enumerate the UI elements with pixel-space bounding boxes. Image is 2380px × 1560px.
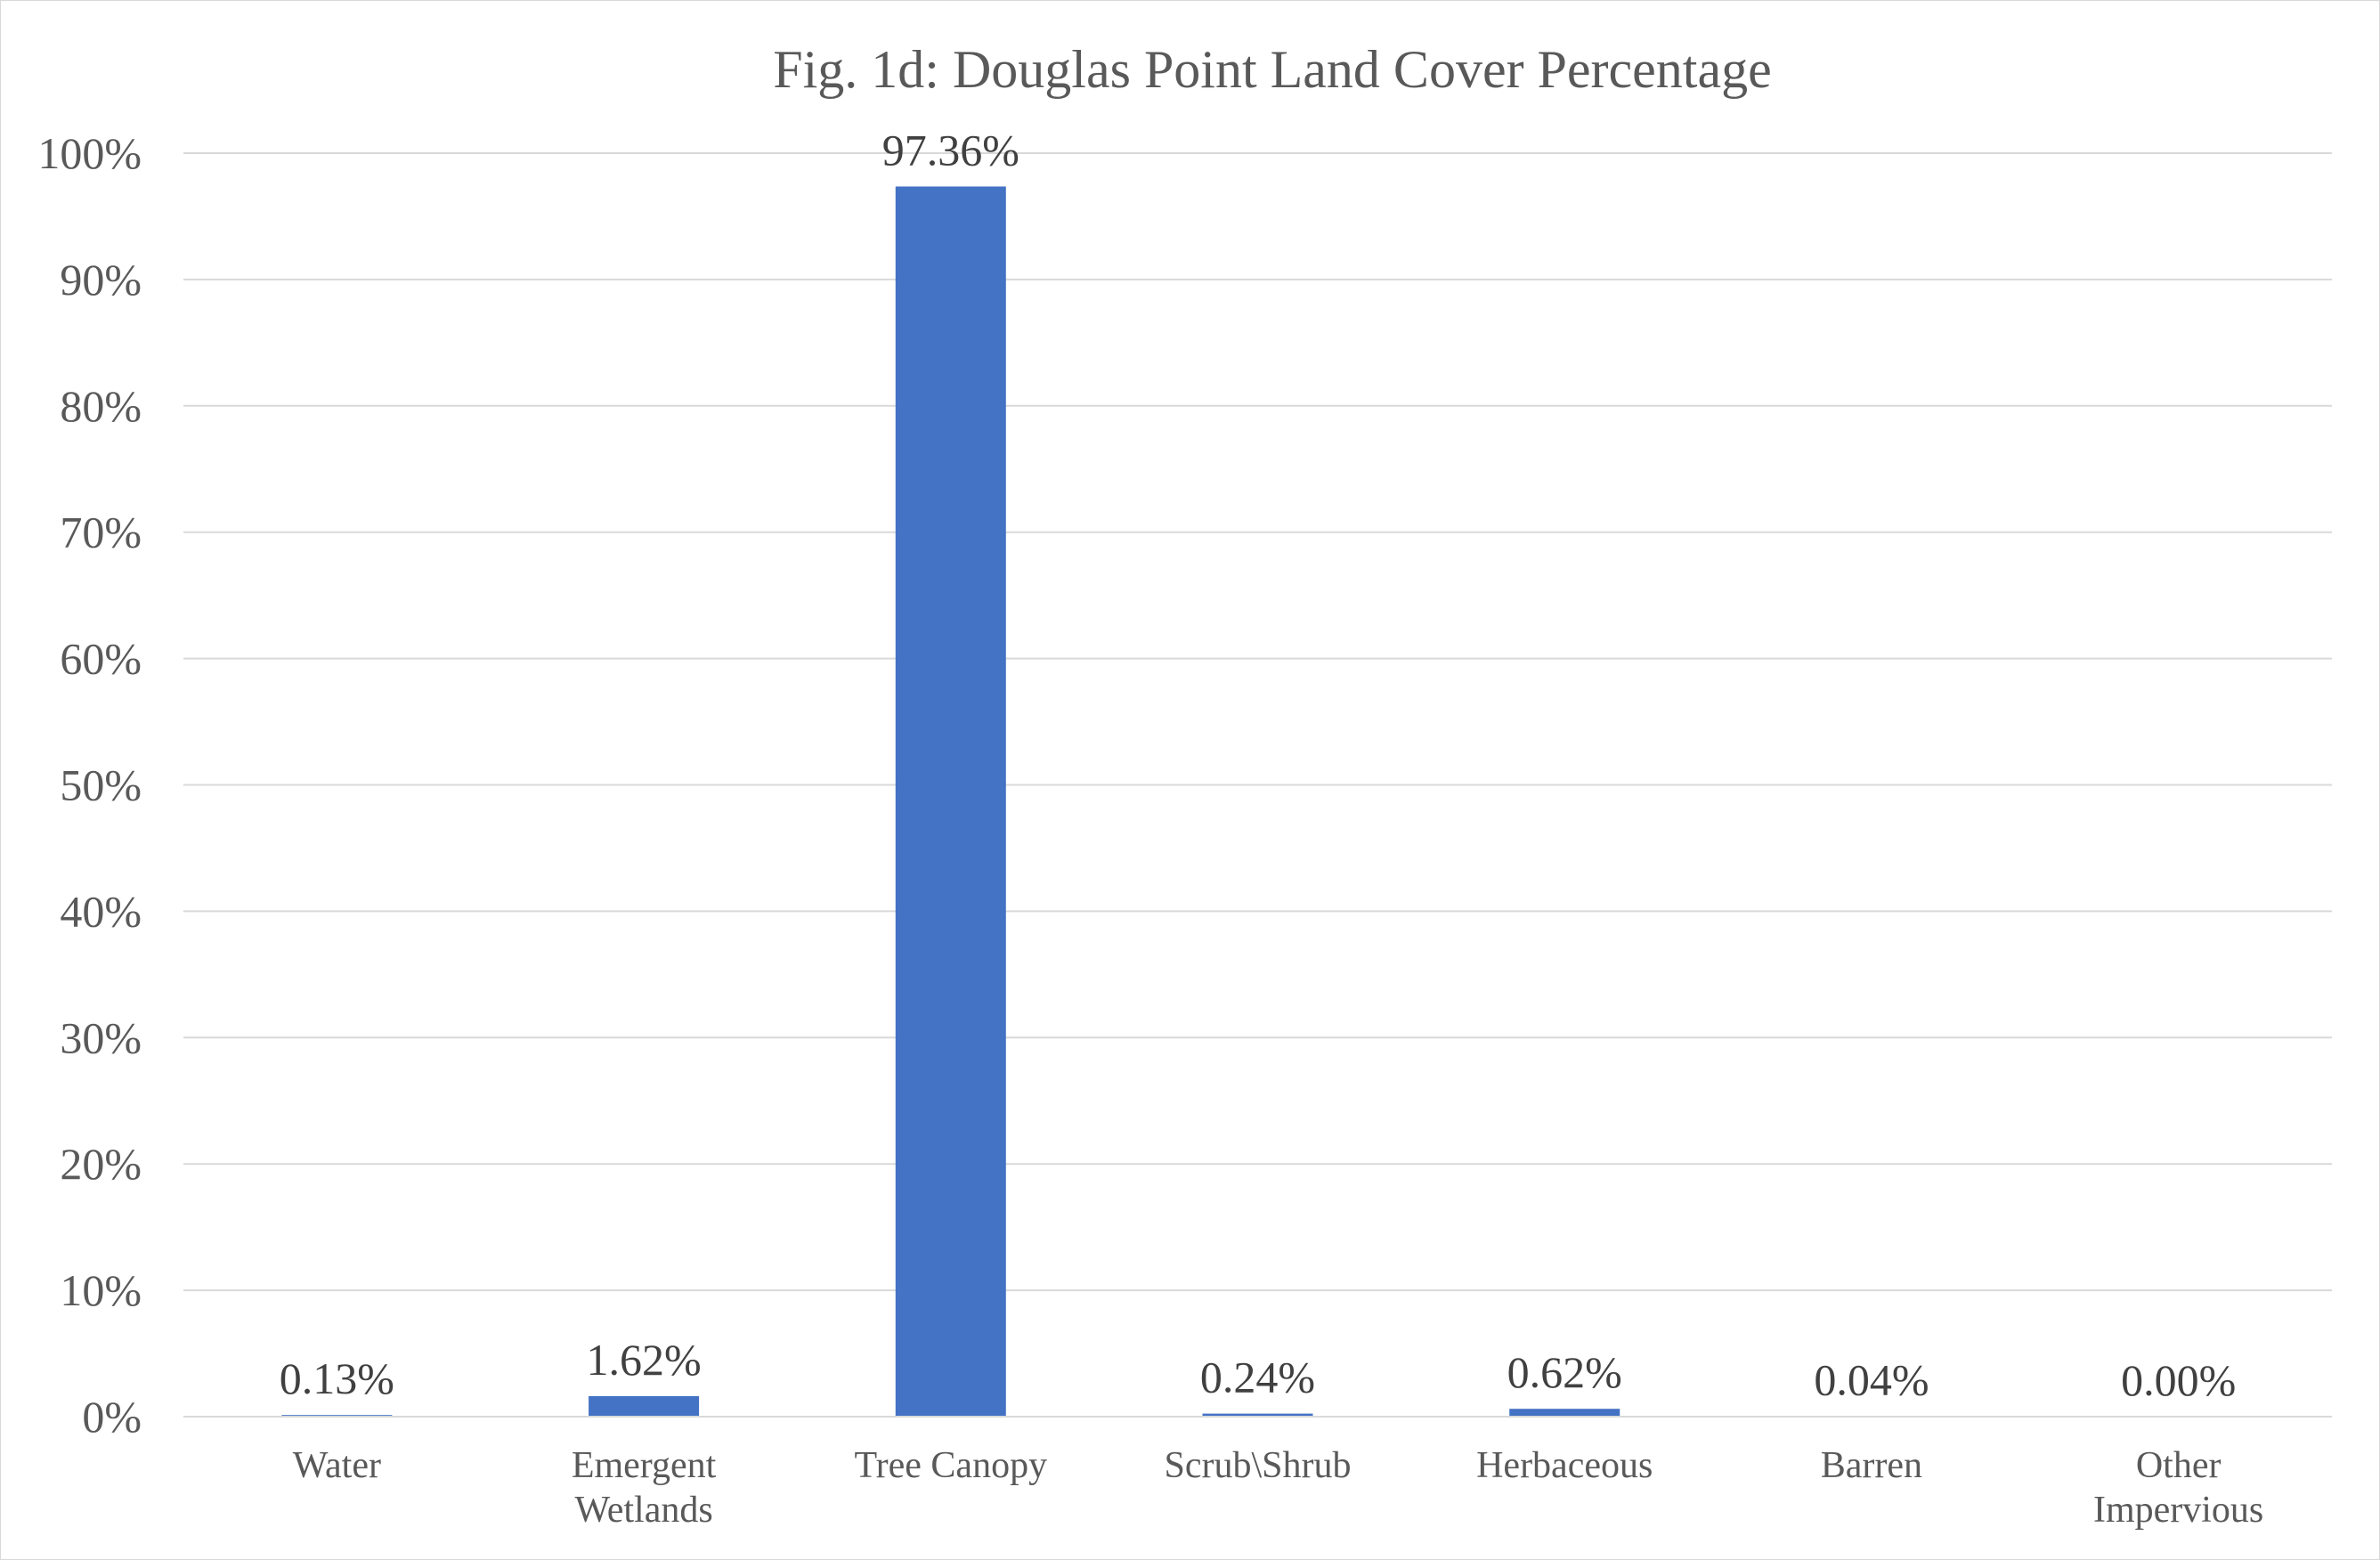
data-label: 97.36% — [882, 125, 1019, 175]
data-label: 0.04% — [1814, 1354, 1929, 1404]
data-label: 0.00% — [2121, 1355, 2236, 1405]
x-tick-label: Water — [293, 1445, 381, 1486]
y-tick-label: 100% — [37, 128, 142, 178]
y-tick-label: 40% — [60, 886, 142, 936]
y-tick-label: 70% — [60, 508, 142, 557]
bars — [281, 186, 1927, 1418]
y-tick-label: 30% — [60, 1012, 142, 1062]
y-tick-label: 10% — [60, 1265, 142, 1315]
y-tick-label: 20% — [60, 1139, 142, 1189]
y-tick-label: 80% — [60, 381, 142, 431]
x-tick-label: Tree Canopy — [854, 1445, 1047, 1486]
y-tick-label: 50% — [60, 760, 142, 810]
bar — [1202, 1413, 1313, 1417]
bar — [895, 186, 1006, 1418]
x-tick-label: Emergent Wetlands — [572, 1445, 717, 1531]
x-tick-label: Herbaceous — [1476, 1445, 1653, 1486]
y-axis-ticks: 0% 10% 20% 30% 40% 50% 60% 70% 80% 90% 100% — [37, 128, 142, 1442]
y-tick-label: 0% — [82, 1392, 142, 1442]
gridlines — [183, 152, 2332, 1292]
x-tick-label: Other Impervious — [2093, 1445, 2263, 1531]
x-tick-label: Barren — [1821, 1445, 1922, 1486]
data-labels: 0.13% 1.62% 97.36% 0.24% 0.62% 0.04% 0.00% — [280, 125, 2236, 1405]
bar — [1509, 1409, 1621, 1417]
y-tick-label: 60% — [60, 634, 142, 684]
y-tick-label: 90% — [60, 255, 142, 305]
data-label: 0.13% — [280, 1353, 394, 1403]
x-tick-label: Scrub\Shrub — [1165, 1445, 1352, 1486]
data-label: 0.24% — [1200, 1353, 1315, 1402]
x-axis-ticks: Water Emergent Wetlands Tree Canopy Scrub\Sh… — [293, 1445, 2264, 1531]
data-label: 0.62% — [1507, 1347, 1622, 1397]
data-label: 1.62% — [586, 1335, 701, 1385]
bar — [589, 1396, 700, 1417]
chart-title: Fig. 1d: Douglas Point Land Cover Percen… — [773, 40, 1771, 99]
